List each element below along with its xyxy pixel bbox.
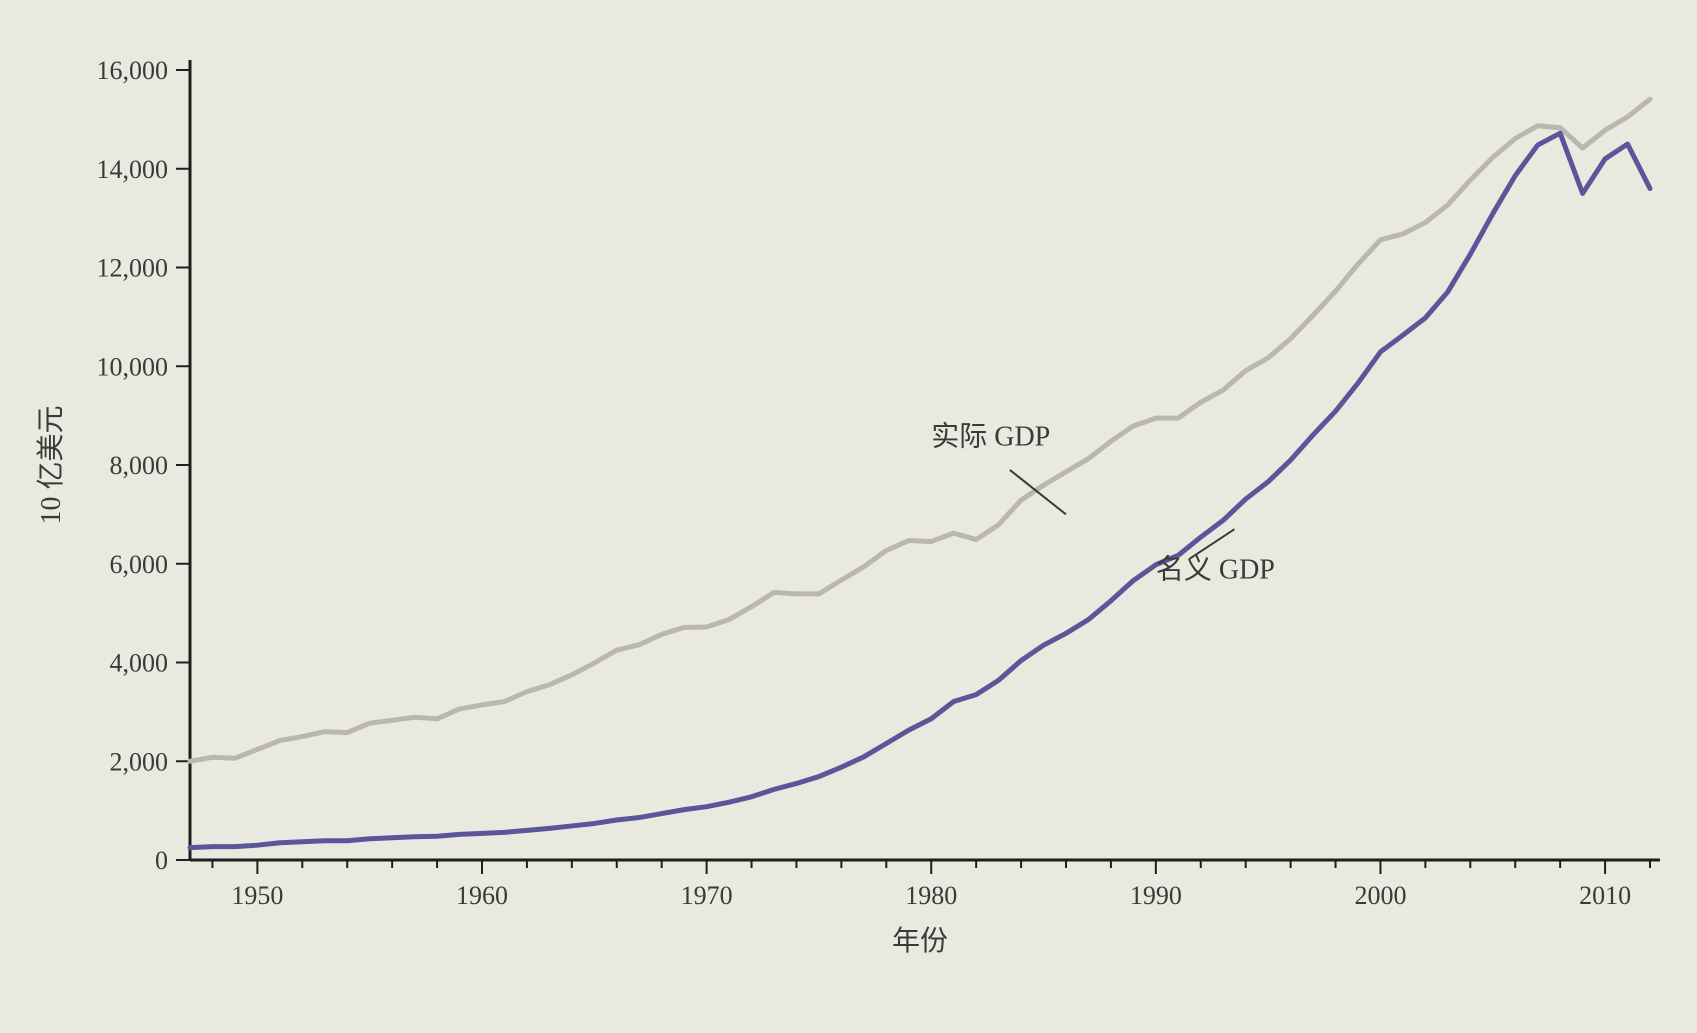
y-tick-label: 0 <box>155 846 168 875</box>
series-line-nominal_gdp <box>190 133 1650 847</box>
y-tick-label: 6,000 <box>110 550 169 579</box>
y-tick-label: 8,000 <box>110 451 169 480</box>
x-tick-label: 1980 <box>905 881 957 910</box>
gdp-line-chart: 0 2,000 4,000 6,000 8,000 10,000 12,000 14,000 1… <box>0 0 1697 1033</box>
x-tick-label: 2010 <box>1579 881 1631 910</box>
x-tick-label: 2000 <box>1354 881 1406 910</box>
series-label-nominal_gdp: 名义 GDP <box>1156 554 1275 586</box>
x-tick-label: 1970 <box>681 881 733 910</box>
x-tick-label: 1990 <box>1130 881 1182 910</box>
y-axis-label: 10 亿美元 <box>35 405 67 524</box>
y-tick-label: 10,000 <box>97 352 169 381</box>
x-tick-label: 1950 <box>231 881 283 910</box>
y-tick-label: 16,000 <box>97 56 169 85</box>
series-label-real_gdp: 实际 GDP <box>931 420 1050 452</box>
y-tick-label: 2,000 <box>110 747 169 776</box>
x-tick-label: 1960 <box>456 881 508 910</box>
x-axis-label: 年份 <box>892 925 948 957</box>
y-tick-label: 4,000 <box>110 649 169 678</box>
y-tick-label: 12,000 <box>97 254 169 283</box>
y-tick-label: 14,000 <box>97 155 169 184</box>
chart-svg: 0 2,000 4,000 6,000 8,000 10,000 12,000 14,000 1… <box>0 0 1697 1033</box>
series-line-real_gdp <box>190 99 1650 761</box>
